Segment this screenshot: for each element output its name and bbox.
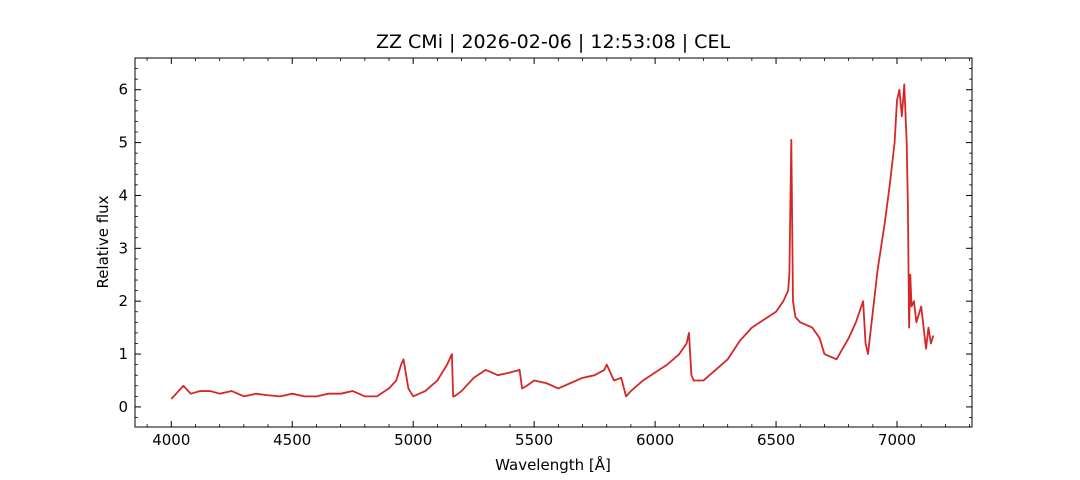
y-tick-label: 4 bbox=[118, 186, 128, 204]
spectrum-series-line bbox=[170, 83, 935, 400]
x-tick-label: 7000 bbox=[878, 431, 916, 449]
y-tick-label: 1 bbox=[118, 345, 128, 363]
x-axis-label: Wavelength [Å] bbox=[495, 455, 611, 474]
chart-title: ZZ CMi | 2026-02-06 | 12:53:08 | CEL bbox=[376, 31, 730, 53]
y-axis: 0 1 2 3 4 5 6 bbox=[118, 68, 972, 418]
x-tick-label: 4000 bbox=[152, 431, 190, 449]
plot-frame bbox=[134, 57, 973, 428]
x-tick-label: 5500 bbox=[515, 431, 553, 449]
y-axis-label: Relative flux bbox=[94, 195, 112, 288]
y-tick-label: 3 bbox=[118, 239, 128, 257]
y-tick-label: 0 bbox=[118, 398, 128, 416]
plot-content bbox=[170, 83, 935, 400]
y-tick-label: 6 bbox=[118, 81, 128, 99]
x-tick-label: 5000 bbox=[394, 431, 432, 449]
x-axis: 4000 4500 5000 5500 6000 6500 7000 bbox=[146, 58, 970, 449]
y-tick-label: 2 bbox=[118, 292, 128, 310]
x-tick-label: 6000 bbox=[636, 431, 674, 449]
x-tick-label: 6500 bbox=[757, 431, 795, 449]
x-tick-label: 4500 bbox=[273, 431, 311, 449]
y-tick-label: 5 bbox=[118, 134, 128, 152]
